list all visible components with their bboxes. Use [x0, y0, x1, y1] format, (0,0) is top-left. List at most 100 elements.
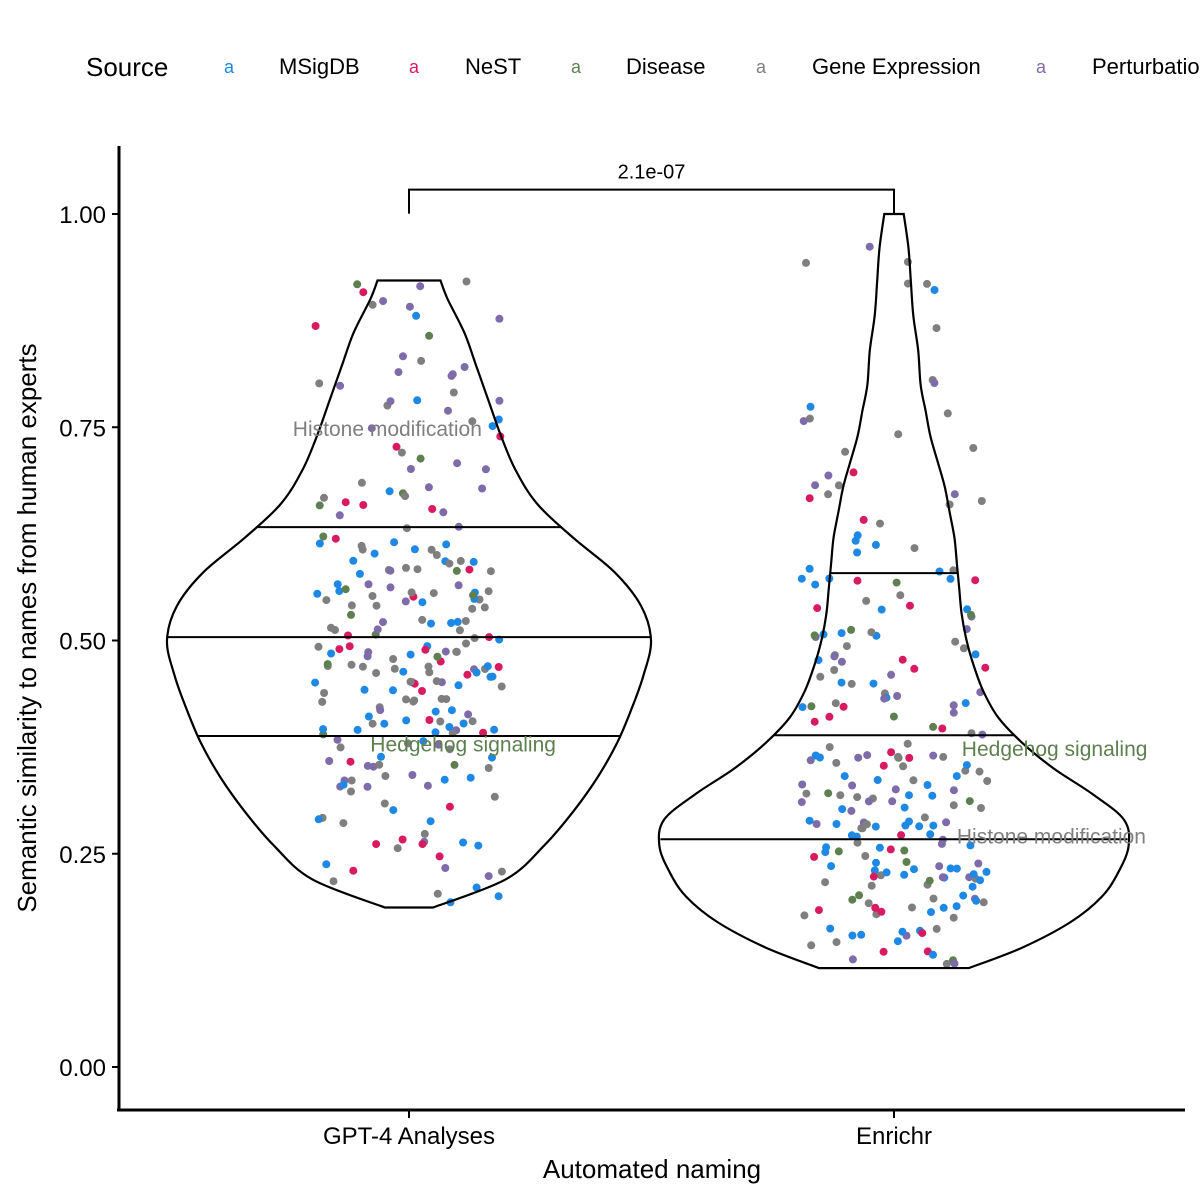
data-point — [497, 867, 506, 876]
data-point — [402, 695, 410, 704]
data-point — [848, 895, 857, 904]
data-point — [424, 483, 433, 492]
data-point — [357, 478, 366, 487]
data-point — [376, 706, 385, 715]
data-point — [488, 422, 497, 431]
data-point — [345, 642, 354, 651]
data-point — [425, 716, 434, 724]
data-point — [826, 924, 835, 933]
data-point — [972, 896, 981, 905]
data-point — [875, 843, 884, 852]
data-point — [403, 739, 412, 748]
data-point — [928, 791, 937, 800]
data-point — [879, 947, 888, 956]
data-point — [805, 494, 814, 503]
data-point — [311, 322, 320, 330]
data-point — [969, 444, 978, 452]
points-layer — [311, 242, 992, 968]
data-point — [484, 764, 493, 772]
data-point — [949, 708, 958, 717]
legend: Source a MSigDB a NeST a Disease a Gene Express… — [86, 52, 1200, 82]
data-point — [847, 679, 856, 688]
data-point — [372, 601, 381, 610]
data-point — [416, 282, 425, 291]
data-point — [935, 862, 944, 871]
data-point — [853, 793, 862, 802]
legend-label: Perturbation — [1092, 54, 1200, 79]
data-point — [836, 791, 845, 800]
data-point — [825, 712, 834, 721]
data-point — [915, 822, 924, 831]
data-point — [838, 805, 847, 814]
data-point — [938, 873, 947, 882]
data-point — [459, 719, 468, 728]
data-point — [963, 605, 972, 614]
legend-key: a — [1036, 57, 1047, 77]
data-point — [797, 798, 806, 807]
significance-bracket: 2.1e-07 — [408, 162, 895, 214]
data-point — [406, 465, 415, 473]
data-point — [873, 776, 882, 784]
data-point — [478, 484, 487, 493]
data-point — [375, 760, 384, 769]
data-point — [406, 677, 415, 686]
data-point — [432, 677, 441, 686]
data-point — [311, 678, 320, 687]
data-point — [920, 813, 929, 822]
data-point — [420, 829, 429, 838]
data-point — [811, 481, 820, 490]
data-point — [839, 702, 848, 711]
data-point — [802, 258, 810, 267]
data-point — [386, 397, 395, 406]
data-point — [346, 757, 355, 766]
data-point — [848, 931, 857, 940]
data-point — [335, 511, 344, 520]
data-point — [341, 498, 350, 507]
data-point — [821, 848, 830, 857]
data-point — [935, 567, 944, 576]
data-point — [397, 448, 406, 457]
data-point — [327, 649, 336, 658]
data-point — [385, 487, 394, 496]
data-point — [394, 368, 403, 377]
data-point — [347, 660, 356, 669]
data-point — [442, 540, 451, 549]
data-point — [831, 699, 840, 708]
data-point — [339, 819, 348, 828]
violin-enrichr — [657, 212, 1131, 970]
data-point — [433, 652, 442, 661]
data-point — [952, 864, 961, 873]
data-point — [900, 846, 909, 855]
legend-key: a — [409, 57, 420, 77]
data-point — [871, 903, 880, 912]
data-point — [488, 753, 496, 762]
data-point — [423, 781, 432, 790]
data-point — [805, 564, 814, 573]
data-point — [869, 679, 878, 688]
data-point — [837, 657, 846, 666]
data-point — [441, 864, 450, 872]
data-point — [373, 625, 382, 634]
data-point — [865, 242, 874, 251]
annotation-label: Histone modification — [957, 826, 1146, 849]
data-point — [943, 409, 952, 418]
data-point — [445, 802, 454, 811]
data-point — [937, 839, 946, 848]
data-point — [849, 468, 858, 477]
data-point — [315, 501, 324, 510]
data-point — [347, 601, 356, 610]
data-point — [968, 882, 977, 891]
data-point — [315, 539, 324, 548]
data-point — [336, 381, 345, 390]
data-point — [841, 447, 850, 456]
data-point — [497, 682, 506, 691]
data-point — [891, 785, 900, 794]
data-point — [830, 666, 839, 674]
data-point — [401, 597, 410, 606]
data-point — [982, 867, 991, 876]
data-point — [368, 592, 377, 600]
data-point — [864, 797, 873, 806]
data-point — [322, 860, 331, 869]
data-point — [799, 417, 808, 426]
data-point — [379, 618, 387, 627]
